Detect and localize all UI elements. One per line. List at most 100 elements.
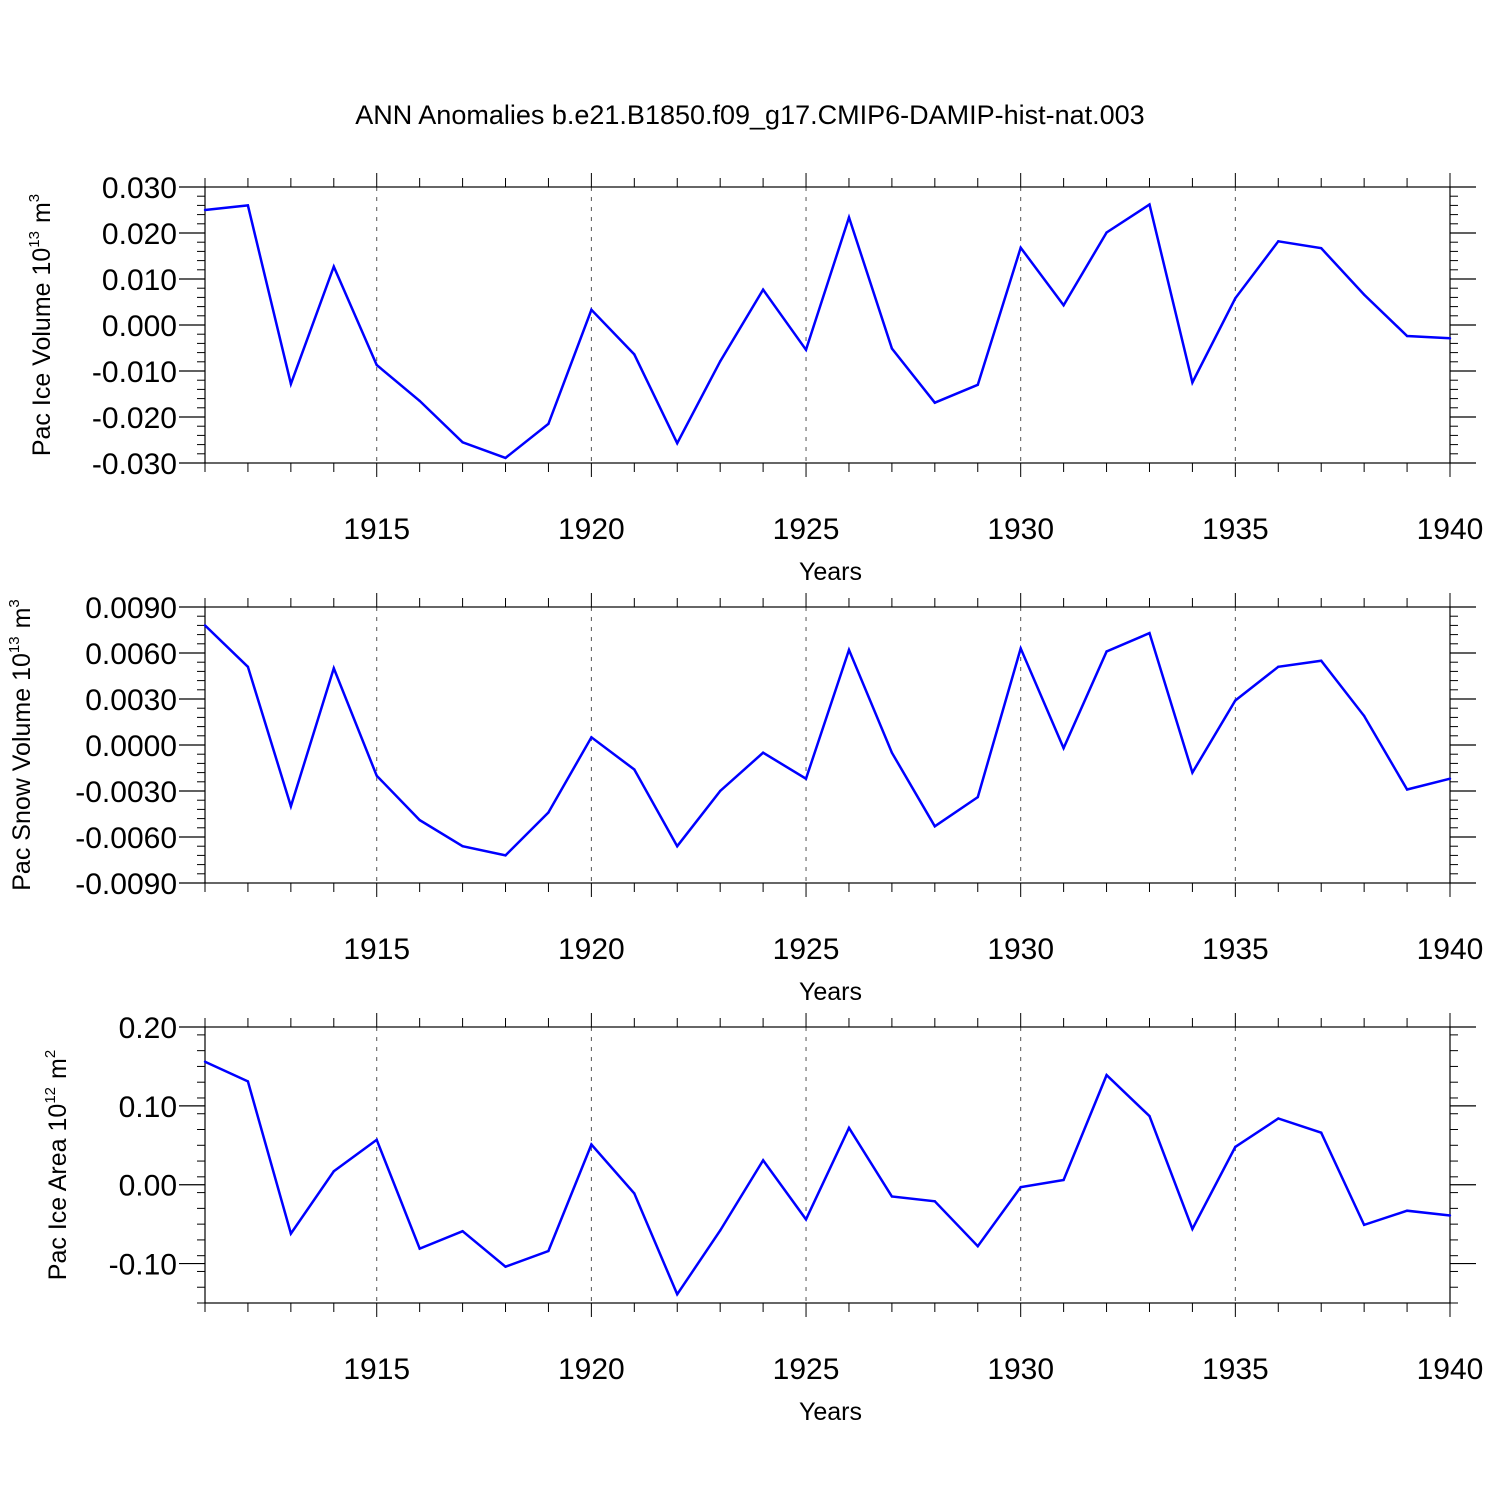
data-point-1918 bbox=[504, 456, 507, 460]
data-point-1917 bbox=[461, 441, 464, 444]
y-tick-label: -0.020 bbox=[92, 402, 177, 435]
data-point-1937 bbox=[1320, 246, 1323, 250]
data-point-1912 bbox=[246, 204, 250, 207]
data-point-1920 bbox=[590, 1143, 593, 1146]
x-tick-label: 1915 bbox=[343, 513, 410, 546]
chart-panel-3: 0.20 0.10 0.00 -0.10 1915 1920 1925 1930 1935 194… bbox=[42, 1012, 1483, 1426]
y-axis-label-exponent: 12 bbox=[42, 1087, 59, 1104]
data-point-1925 bbox=[804, 348, 808, 352]
x-tick-label: 1940 bbox=[1417, 513, 1484, 546]
x-tick-label: 1925 bbox=[773, 513, 840, 546]
x-tick-label: 1920 bbox=[558, 1353, 625, 1386]
plot-frame bbox=[204, 1026, 1451, 1304]
data-point-1912 bbox=[246, 665, 250, 668]
data-point-1916 bbox=[418, 399, 421, 403]
data-point-1926 bbox=[847, 1126, 851, 1130]
data-point-1923 bbox=[718, 360, 722, 363]
data-point-1928 bbox=[933, 1200, 937, 1203]
x-tick-label: 1935 bbox=[1202, 933, 1269, 966]
data-point-1934 bbox=[1191, 771, 1194, 774]
data-point-1919 bbox=[547, 811, 550, 814]
x-tick-label: 1915 bbox=[343, 933, 410, 966]
data-point-1917 bbox=[461, 845, 464, 848]
y-tick-label: 0.0000 bbox=[85, 730, 177, 763]
data-point-1939 bbox=[1405, 788, 1409, 791]
y-axis-label-exponent: 13 bbox=[6, 636, 23, 653]
series-line bbox=[204, 202, 1451, 460]
y-axis-label-exponent: 13 bbox=[26, 231, 43, 248]
data-point-1930 bbox=[1019, 1185, 1022, 1189]
y-tick-label: -0.10 bbox=[109, 1249, 177, 1282]
x-tick-label: 1920 bbox=[558, 933, 625, 966]
x-tick-label: 1940 bbox=[1417, 1353, 1484, 1386]
data-point-1922 bbox=[676, 845, 679, 848]
data-point-1927 bbox=[890, 1195, 894, 1198]
data-point-1935 bbox=[1234, 699, 1237, 702]
data-point-1929 bbox=[976, 383, 979, 386]
data-point-1939 bbox=[1405, 334, 1409, 338]
data-point-1920 bbox=[590, 736, 593, 739]
y-tick-label: 0.00 bbox=[119, 1170, 177, 1203]
data-point-1933 bbox=[1148, 203, 1151, 206]
plot-frame bbox=[204, 186, 1451, 464]
data-point-1940 bbox=[1448, 777, 1452, 780]
y-axis-label-text: Pac Ice Area 10 bbox=[44, 1104, 72, 1281]
data-point-1934 bbox=[1191, 1227, 1194, 1231]
y-tick-label: 0.0030 bbox=[85, 684, 177, 717]
x-tick-label: 1935 bbox=[1202, 513, 1269, 546]
data-point-1917 bbox=[461, 1230, 464, 1233]
data-point-1926 bbox=[847, 648, 851, 652]
x-tick-label: 1925 bbox=[773, 1353, 840, 1386]
y-tick-label: -0.0090 bbox=[75, 868, 177, 901]
data-point-1924 bbox=[761, 288, 765, 291]
data-point-1927 bbox=[890, 751, 894, 754]
series-line bbox=[204, 1060, 1451, 1297]
y-tick-label: 0.0090 bbox=[85, 592, 177, 625]
chart-panel-2: 0.0090 0.0060 0.0030 0.0000 -0.0030 -0.0060 -0… bbox=[6, 592, 1483, 1006]
data-point-1930 bbox=[1019, 647, 1022, 650]
y-tick-label: -0.010 bbox=[92, 356, 177, 389]
data-point-1929 bbox=[976, 1245, 979, 1248]
data-point-1915 bbox=[375, 1138, 378, 1141]
chart-panel-1: 0.030 0.020 0.010 0.000 -0.010 -0.020 -0.030 19… bbox=[26, 172, 1483, 586]
y-axis-label: Pac Ice Volume 1013 m3 bbox=[26, 194, 56, 456]
x-tick-label: 1930 bbox=[987, 933, 1054, 966]
x-tick-label: 1920 bbox=[558, 513, 625, 546]
data-point-1925 bbox=[804, 1218, 808, 1221]
data-point-1911 bbox=[203, 208, 207, 212]
y-tick-label: 0.0060 bbox=[85, 638, 177, 671]
data-point-1931 bbox=[1062, 304, 1065, 307]
data-point-1913 bbox=[289, 1232, 293, 1235]
x-axis-label: Years bbox=[799, 978, 862, 1006]
y-axis-label-unit-exponent: 3 bbox=[6, 599, 23, 607]
data-point-1935 bbox=[1234, 297, 1237, 300]
data-point-1912 bbox=[246, 1080, 250, 1083]
data-point-1934 bbox=[1191, 381, 1194, 384]
data-point-1930 bbox=[1019, 246, 1022, 249]
data-point-1913 bbox=[289, 805, 293, 808]
y-tick-label: -0.0030 bbox=[75, 776, 177, 809]
y-tick-label: 0.20 bbox=[119, 1012, 177, 1045]
data-point-1916 bbox=[418, 818, 421, 822]
data-point-1915 bbox=[375, 774, 378, 777]
data-point-1938 bbox=[1362, 1223, 1366, 1227]
data-point-1937 bbox=[1320, 659, 1323, 662]
y-tick-label: 0.030 bbox=[102, 172, 177, 205]
data-point-1938 bbox=[1362, 714, 1366, 718]
data-point-1936 bbox=[1277, 240, 1280, 243]
data-point-1920 bbox=[590, 308, 593, 312]
data-point-1921 bbox=[633, 1192, 636, 1195]
y-axis-label-unit: m bbox=[44, 1058, 72, 1079]
x-tick-label: 1930 bbox=[987, 1353, 1054, 1386]
y-axis-label-unit: m bbox=[8, 608, 36, 629]
data-point-1927 bbox=[890, 347, 894, 350]
data-point-1922 bbox=[676, 442, 679, 445]
y-tick-label: 0.000 bbox=[102, 310, 177, 343]
data-point-1932 bbox=[1105, 231, 1108, 234]
data-point-1913 bbox=[289, 382, 293, 386]
data-point-1939 bbox=[1405, 1209, 1409, 1212]
y-axis-label: Pac Snow Volume 1013 m3 bbox=[6, 599, 36, 891]
data-point-1928 bbox=[933, 825, 937, 828]
data-point-1924 bbox=[761, 1159, 765, 1162]
